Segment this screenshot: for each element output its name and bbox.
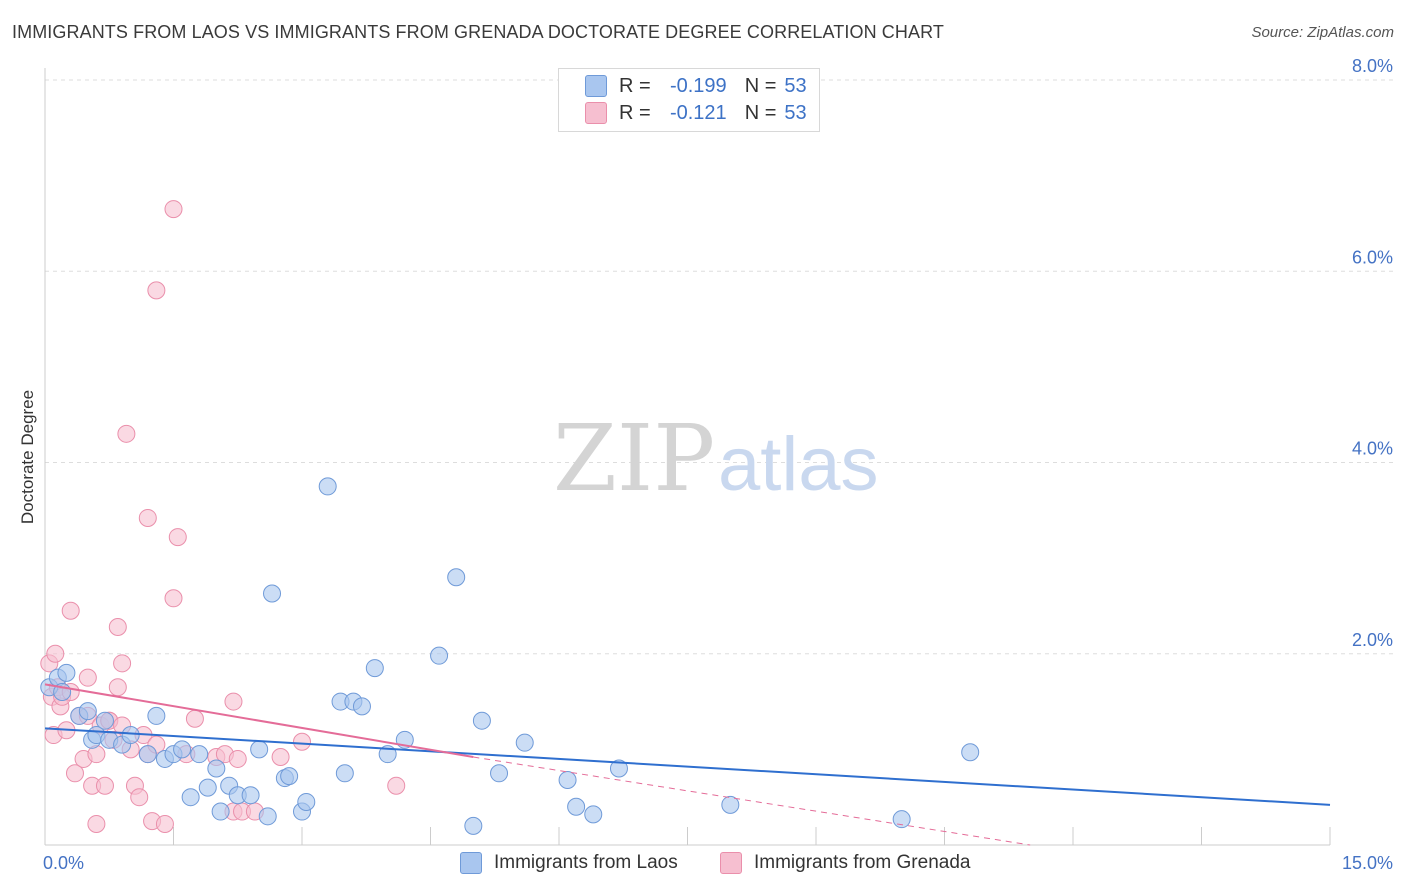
legend: R = -0.199 N = 53 R = -0.121 N = 53: [558, 68, 820, 132]
legend-n-label: N =: [744, 101, 777, 124]
y-tick-label: 2.0%: [1352, 630, 1393, 650]
data-point: [472, 711, 491, 730]
y-tick-label: 6.0%: [1352, 247, 1393, 267]
trend-lines: [44, 683, 1331, 846]
legend-r-value: -0.121: [669, 101, 727, 124]
data-point: [280, 767, 299, 786]
data-point: [108, 678, 127, 697]
legend-row-laos: R = -0.199 N = 53: [585, 74, 807, 98]
bottom-legend-grenada[interactable]: Immigrants from Grenada: [720, 852, 970, 874]
data-point: [185, 709, 204, 728]
axes: [44, 68, 1331, 846]
trend-line: [44, 683, 474, 759]
data-point: [387, 776, 406, 795]
bottom-legend: Immigrants from Laos Immigrants from Gre…: [0, 852, 1406, 878]
series-grenada-points: [40, 200, 406, 833]
data-point: [61, 601, 80, 620]
legend-r-value: -0.199: [669, 74, 727, 97]
data-point: [430, 646, 449, 665]
data-point: [147, 706, 166, 725]
data-point: [892, 810, 911, 829]
data-point: [335, 764, 354, 783]
data-point: [155, 814, 174, 833]
data-point: [609, 759, 628, 778]
data-point: [297, 792, 316, 811]
data-point: [138, 508, 157, 527]
data-point: [117, 424, 136, 443]
legend-n-value: 53: [784, 74, 807, 97]
data-point: [164, 200, 183, 219]
data-point: [147, 281, 166, 300]
data-point: [271, 748, 290, 767]
data-point: [721, 795, 740, 814]
data-point: [961, 743, 980, 762]
data-point: [190, 745, 209, 764]
data-point: [173, 740, 192, 759]
data-point: [352, 697, 371, 716]
bottom-legend-label-grenada: Immigrants from Grenada: [754, 852, 971, 873]
y-axis-label: Doctorate Degree: [18, 390, 37, 524]
data-point: [46, 644, 65, 663]
source-label: Source: ZipAtlas.com: [1251, 24, 1394, 41]
data-point: [113, 654, 132, 673]
y-tick-label: 8.0%: [1352, 56, 1393, 76]
data-point: [241, 786, 260, 805]
data-point: [57, 663, 76, 682]
bottom-legend-label-laos: Immigrants from Laos: [494, 852, 678, 873]
legend-r-label: R =: [619, 101, 651, 124]
data-point: [447, 568, 466, 587]
legend-r-label: R =: [619, 74, 651, 97]
x-tick-label: 0.0%: [43, 853, 84, 873]
data-point: [464, 816, 483, 835]
legend-swatch-laos: [585, 75, 607, 97]
legend-n-value: 53: [784, 101, 807, 124]
data-point: [228, 749, 247, 768]
bottom-legend-laos[interactable]: Immigrants from Laos: [460, 852, 678, 874]
trend-line: [44, 727, 1331, 806]
data-point: [87, 814, 106, 833]
data-point: [263, 584, 282, 603]
data-point: [168, 528, 187, 547]
data-point: [181, 788, 200, 807]
data-point: [65, 764, 84, 783]
chart-title: IMMIGRANTS FROM LAOS VS IMMIGRANTS FROM …: [12, 22, 944, 42]
data-point: [95, 776, 114, 795]
tick-labels: 2.0% 4.0% 6.0% 8.0% 0.0% 15.0%: [43, 56, 1393, 873]
data-point: [108, 617, 127, 636]
data-point: [558, 770, 577, 789]
data-point: [515, 733, 534, 752]
bottom-legend-swatch-grenada: [720, 852, 742, 874]
data-point: [318, 477, 337, 496]
legend-n-label: N =: [744, 74, 777, 97]
data-point: [138, 745, 157, 764]
data-point: [78, 668, 97, 687]
data-point: [567, 797, 586, 816]
bottom-legend-swatch-laos: [460, 852, 482, 874]
watermark-atlas: atlas: [718, 422, 879, 507]
data-point: [490, 764, 509, 783]
watermark-zip: ZIP: [553, 405, 715, 512]
legend-row-grenada: R = -0.121 N = 53: [585, 101, 807, 125]
data-point: [250, 740, 269, 759]
data-point: [211, 802, 230, 821]
data-point: [121, 726, 140, 745]
data-point: [130, 788, 149, 807]
y-tick-label: 4.0%: [1352, 439, 1393, 459]
data-point: [584, 805, 603, 824]
data-point: [258, 807, 277, 826]
trend-line-dashed: [473, 756, 1031, 846]
data-point: [365, 659, 384, 678]
data-point: [207, 759, 226, 778]
legend-swatch-grenada: [585, 102, 607, 124]
x-tick-label: 15.0%: [1342, 853, 1393, 873]
data-point: [78, 702, 97, 721]
data-point: [224, 692, 243, 711]
data-point: [198, 778, 217, 797]
data-point: [95, 711, 114, 730]
data-point: [293, 732, 311, 751]
series-laos-points: [40, 477, 980, 835]
data-point: [164, 589, 183, 608]
gridlines: [45, 79, 1393, 655]
